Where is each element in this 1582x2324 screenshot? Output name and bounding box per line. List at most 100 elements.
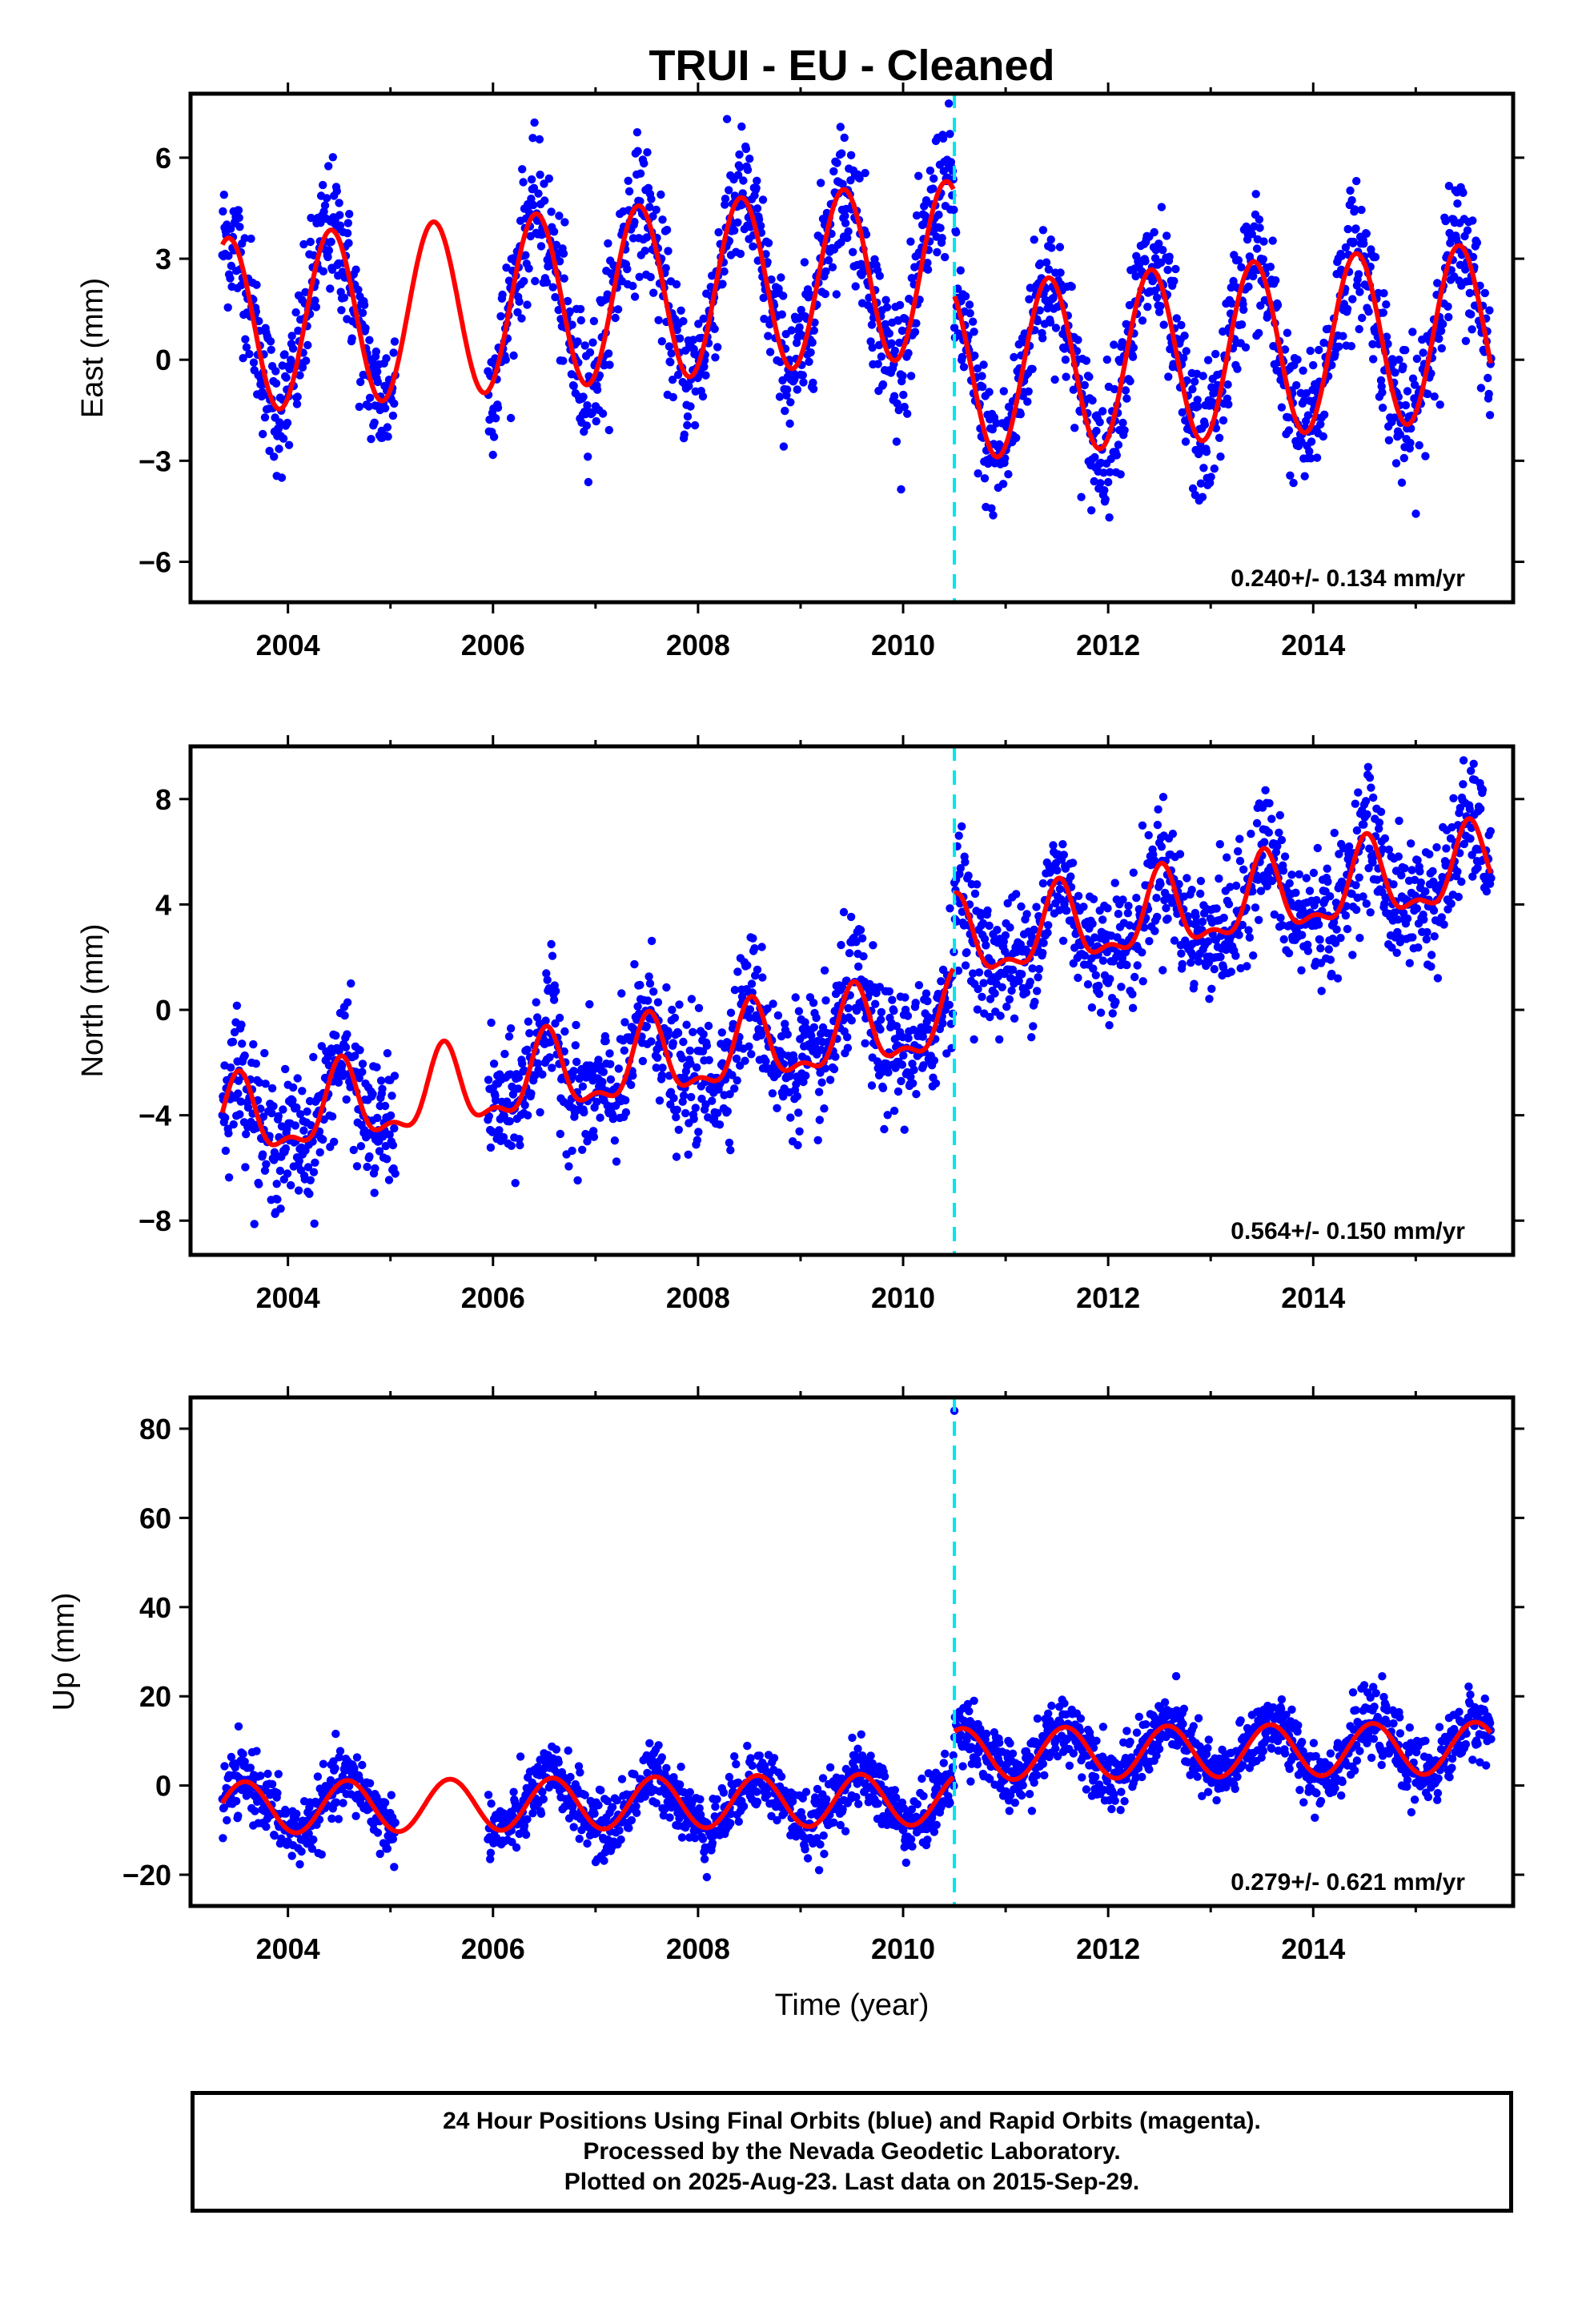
data-point xyxy=(283,418,292,428)
data-point xyxy=(267,345,275,354)
data-point xyxy=(538,1070,547,1079)
data-point xyxy=(219,1834,227,1843)
data-point xyxy=(962,948,971,957)
data-point xyxy=(547,207,556,216)
data-point xyxy=(1237,320,1247,329)
x-tick-label: 2014 xyxy=(1281,629,1345,661)
data-point xyxy=(585,999,594,1009)
data-point xyxy=(1207,472,1215,481)
data-point xyxy=(1023,397,1032,406)
rate-annotation: 0.564+/- 0.150 mm/yr xyxy=(1231,1218,1465,1244)
data-point xyxy=(239,1750,247,1759)
data-point xyxy=(1255,328,1263,338)
data-point xyxy=(1079,903,1088,911)
data-point xyxy=(324,162,333,171)
data-point xyxy=(705,1055,713,1065)
data-point xyxy=(937,977,946,986)
data-point xyxy=(1022,988,1031,997)
data-point xyxy=(260,1048,269,1058)
data-point xyxy=(507,1141,516,1151)
data-point xyxy=(508,1090,518,1099)
data-point xyxy=(249,358,259,367)
data-point xyxy=(1219,963,1228,972)
data-point xyxy=(382,354,391,363)
data-point xyxy=(574,1762,584,1771)
data-point xyxy=(938,1019,947,1028)
data-point xyxy=(1324,945,1334,954)
data-point xyxy=(555,211,564,220)
data-point xyxy=(514,1084,523,1093)
data-point xyxy=(1401,400,1411,410)
data-point xyxy=(1251,190,1260,199)
data-point xyxy=(640,1792,649,1801)
data-point xyxy=(488,450,497,460)
data-point xyxy=(1476,804,1485,814)
data-point xyxy=(844,1003,853,1013)
data-point xyxy=(647,936,656,946)
data-point xyxy=(669,392,677,402)
data-point xyxy=(899,1051,908,1060)
data-point xyxy=(681,1108,690,1118)
data-point xyxy=(1317,987,1326,995)
y-tick-label: 8 xyxy=(155,783,171,816)
data-point xyxy=(763,1004,772,1013)
fit-line-post xyxy=(953,816,1493,970)
data-point xyxy=(1038,226,1048,235)
data-point xyxy=(520,1100,529,1110)
data-point xyxy=(1014,976,1023,986)
data-point xyxy=(909,1079,917,1088)
series-points-east xyxy=(218,99,1496,522)
data-point xyxy=(1138,948,1146,957)
data-point xyxy=(599,1068,608,1076)
data-point xyxy=(621,1096,630,1105)
data-point xyxy=(536,1809,546,1818)
data-point xyxy=(824,255,833,265)
data-point xyxy=(987,504,996,513)
data-point xyxy=(1261,786,1270,794)
data-point xyxy=(484,1076,493,1084)
data-point xyxy=(335,199,343,207)
data-point xyxy=(606,1059,615,1069)
data-point xyxy=(363,1162,371,1172)
data-point xyxy=(846,912,856,922)
data-point xyxy=(970,1035,978,1044)
data-point xyxy=(632,128,642,137)
data-point xyxy=(921,989,931,998)
data-point xyxy=(243,1103,253,1112)
data-point xyxy=(390,1863,399,1872)
data-point xyxy=(1323,877,1332,887)
data-point xyxy=(1376,376,1386,385)
data-point xyxy=(656,190,665,199)
data-point xyxy=(1042,258,1051,267)
data-point xyxy=(559,356,568,365)
data-point xyxy=(668,1005,677,1015)
data-point xyxy=(672,1112,681,1122)
data-point xyxy=(259,1150,267,1159)
data-point xyxy=(256,1771,265,1780)
data-point xyxy=(1123,909,1133,918)
data-point xyxy=(343,219,352,227)
data-point xyxy=(493,403,503,412)
data-point xyxy=(1005,995,1014,1004)
data-point xyxy=(598,1077,607,1087)
data-point xyxy=(234,206,243,215)
data-point xyxy=(952,228,961,237)
data-point xyxy=(764,332,773,340)
data-point xyxy=(1315,920,1323,929)
data-point xyxy=(337,306,346,315)
data-point xyxy=(1319,432,1328,441)
data-point xyxy=(829,1064,839,1074)
data-point xyxy=(295,1156,303,1166)
data-point xyxy=(795,323,804,332)
data-point xyxy=(1428,866,1437,876)
data-point xyxy=(1391,459,1401,468)
data-point xyxy=(500,1049,509,1059)
data-point xyxy=(524,264,533,273)
data-point xyxy=(255,316,263,326)
data-point xyxy=(1252,244,1262,253)
data-point xyxy=(883,1111,892,1120)
data-point xyxy=(275,418,284,427)
data-point xyxy=(1062,372,1070,381)
